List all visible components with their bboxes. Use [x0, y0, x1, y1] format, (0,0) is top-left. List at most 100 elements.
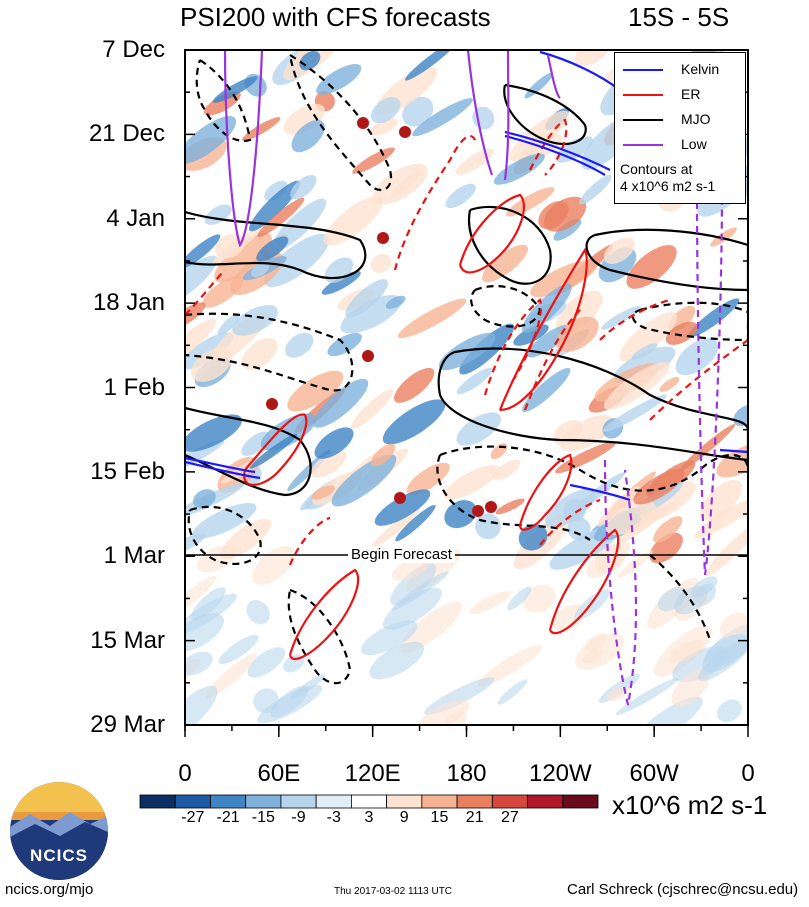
- anomaly-patch: [679, 423, 736, 472]
- anomaly-patch: [361, 620, 418, 656]
- er-contour-negative: [483, 298, 581, 411]
- anomaly-patch: [214, 232, 272, 283]
- anomaly-patch: [478, 644, 543, 687]
- anomaly-patch: [574, 633, 625, 670]
- mjo-contour-negative: [185, 312, 354, 392]
- mjo-contour: [503, 83, 587, 145]
- anomaly-patch: [522, 584, 556, 613]
- cyclone-symbol: [377, 232, 389, 244]
- anomaly-patch: [444, 500, 477, 529]
- cyclone-symbol: [357, 117, 369, 129]
- anomaly-patch: [185, 414, 242, 452]
- mjo-contour-negative: [187, 505, 262, 565]
- anomaly-patch: [443, 464, 500, 500]
- anomaly-patch: [382, 587, 443, 630]
- mjo-contour-negative: [195, 59, 252, 143]
- colorbar-label: 9: [399, 809, 409, 826]
- anomaly-patch: [374, 489, 431, 526]
- anomaly-patch: [251, 261, 270, 278]
- mjo-contour-negative: [649, 554, 712, 641]
- x-tick-label: 180: [446, 760, 487, 787]
- anomaly-patch: [492, 459, 521, 481]
- colorbar-label: 21: [465, 809, 484, 826]
- anomaly-patch: [287, 370, 344, 412]
- anomaly-patch: [395, 504, 436, 542]
- er-contour-negative: [393, 135, 476, 271]
- anomaly-patch: [509, 110, 569, 162]
- y-tick-label: 21 Dec: [88, 120, 165, 148]
- colorbar-label: -9: [291, 809, 306, 826]
- anomaly-patch: [390, 563, 437, 606]
- colorbar-units: x10^6 m2 s-1: [612, 790, 768, 820]
- er-contour: [458, 193, 525, 274]
- anomaly-patch: [418, 700, 470, 725]
- x-tick-label: 60W: [629, 760, 679, 787]
- anomaly-patch: [602, 394, 667, 432]
- anomaly-patch: [185, 318, 217, 369]
- anomaly-patch: [506, 187, 555, 217]
- anomaly-patch: [556, 316, 599, 352]
- anomaly-patch: [311, 485, 336, 500]
- anomaly-patch: [246, 599, 270, 625]
- anomaly-patch: [606, 686, 629, 702]
- legend-note: Contours at 4 x10^6 m2 s-1: [620, 161, 715, 195]
- anomaly-patch: [530, 260, 598, 298]
- legend-label: ER: [681, 86, 701, 102]
- colorbar-swatch: [210, 794, 247, 809]
- anomaly-patch: [406, 462, 450, 495]
- legend-label: Kelvin: [681, 61, 720, 77]
- anomaly-patch: [665, 321, 698, 345]
- legend-swatch: [623, 69, 663, 71]
- anomaly-patch: [232, 305, 278, 336]
- anomaly-patch: [579, 175, 612, 205]
- cyclone-symbol: [485, 501, 497, 513]
- legend: Kelvin ER MJO Low Contours at 4 x10^6 m2…: [614, 52, 746, 204]
- x-tick-label: 0: [741, 760, 755, 787]
- anomaly-patch: [327, 333, 362, 357]
- anomaly-patch: [675, 338, 719, 376]
- anomaly-patch: [445, 183, 476, 209]
- kelvin-contour: [539, 50, 621, 91]
- colorbar-swatch: [315, 794, 352, 809]
- mjo-contour-negative: [436, 445, 748, 541]
- anomaly-patch: [331, 454, 397, 507]
- anomaly-patch: [482, 244, 528, 283]
- anomaly-patch: [393, 367, 435, 403]
- anomaly-patch: [185, 685, 218, 725]
- anomaly-patch: [260, 413, 317, 451]
- anomaly-patch: [193, 489, 216, 508]
- colorbar: [139, 794, 599, 809]
- anomaly-patch: [257, 197, 305, 238]
- anomaly-patch: [185, 613, 225, 652]
- footer-author: Carl Schreck (cjschrec@ncsu.edu): [567, 881, 799, 898]
- anomaly-patch: [567, 516, 591, 541]
- anomaly-patch: [370, 253, 392, 273]
- begin-forecast-label: Begin Forecast: [348, 546, 455, 563]
- anomaly-patch: [321, 271, 361, 295]
- anomaly-patch: [285, 332, 314, 358]
- anomaly-patch: [631, 343, 658, 360]
- cyclone-symbol: [472, 505, 484, 517]
- anomaly-patch: [382, 399, 446, 445]
- legend-swatch: [623, 144, 663, 146]
- cyclone-symbol: [362, 350, 374, 362]
- anomaly-patch: [203, 91, 241, 116]
- anomaly-patch: [249, 433, 298, 469]
- anomaly-patch: [212, 76, 258, 103]
- er-contour-negative: [185, 269, 226, 316]
- anomaly-patch: [247, 647, 286, 678]
- cyclone-symbol: [399, 126, 411, 138]
- anomaly-patch: [215, 233, 245, 259]
- anomaly-patch: [283, 103, 326, 135]
- legend-item-er: ER: [623, 86, 745, 104]
- y-tick-label: 1 Mar: [103, 542, 165, 570]
- low-contour: [223, 50, 264, 248]
- kelvin-contour: [185, 460, 261, 480]
- mjo-contour-negative: [288, 54, 393, 192]
- anomaly-patch: [469, 591, 511, 615]
- anomaly-patch: [351, 388, 394, 429]
- mjo-contour-negative: [287, 588, 352, 685]
- y-tick-label: 15 Feb: [90, 457, 165, 485]
- kelvin-contour: [185, 456, 256, 474]
- kelvin-contour: [569, 483, 631, 502]
